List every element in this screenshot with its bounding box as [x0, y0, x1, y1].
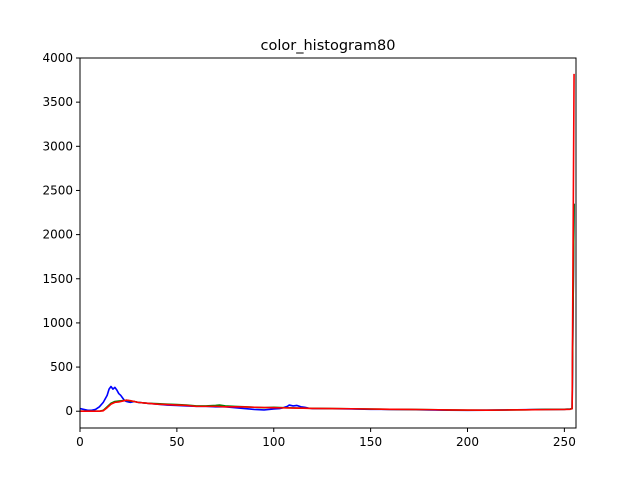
y-tick-label: 500: [50, 360, 73, 374]
y-tick-label: 3500: [42, 95, 73, 109]
x-tick-label: 200: [456, 435, 479, 449]
y-tick-label: 2500: [42, 183, 73, 197]
chart-title: color_histogram80: [261, 38, 396, 54]
plot-frame: [79, 57, 577, 429]
y-axis: 0 500 1000 1500 2000 2500 3000 3500 4000: [42, 51, 80, 418]
series-layer: [79, 73, 575, 413]
y-tick-label: 0: [65, 404, 73, 418]
y-tick-label: 1000: [42, 316, 73, 330]
y-tick-label: 4000: [42, 51, 73, 65]
y-tick-label: 1500: [42, 272, 73, 286]
x-tick-label: 50: [169, 435, 184, 449]
y-tick-label: 2000: [42, 228, 73, 242]
x-tick-label: 0: [76, 435, 84, 449]
x-tick-label: 100: [262, 435, 285, 449]
y-tick-label: 3000: [42, 139, 73, 153]
series-line-2: [80, 73, 575, 413]
x-tick-label: 150: [359, 435, 382, 449]
x-axis: 0 50 100 150 200 250: [76, 428, 576, 449]
x-tick-label: 250: [553, 435, 576, 449]
